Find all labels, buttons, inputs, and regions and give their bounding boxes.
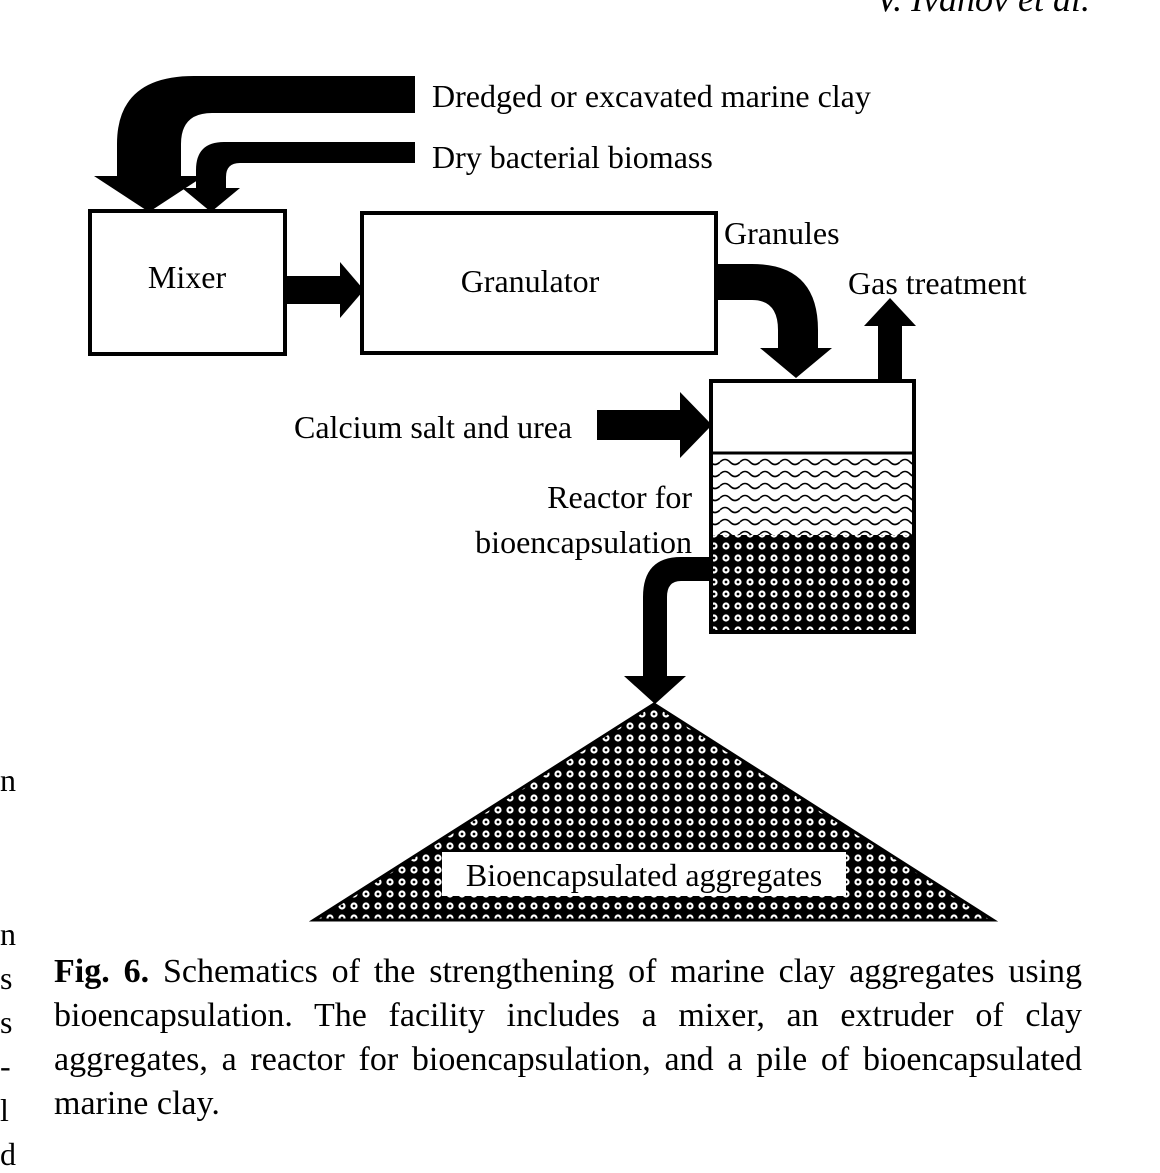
running-head: V. Ivanov et al. bbox=[876, 0, 1090, 20]
granulator-label: Granulator bbox=[461, 263, 600, 299]
calcium-input-label: Calcium salt and urea bbox=[294, 409, 572, 445]
margin-fragment: d bbox=[0, 1136, 16, 1172]
mixer-box bbox=[88, 209, 287, 356]
margin-fragment: n bbox=[0, 762, 16, 798]
pile-label: Bioencapsulated aggregates bbox=[466, 857, 822, 893]
clay-input-arrow bbox=[94, 76, 415, 212]
figure-number: Fig. 6. bbox=[54, 953, 150, 990]
reactor-vessel bbox=[709, 379, 916, 634]
caption-text: Schematics of the strengthening of marin… bbox=[54, 953, 1083, 1122]
calcium-input-arrow bbox=[597, 392, 712, 458]
clay-input-label: Dredged or excavated marine clay bbox=[432, 78, 871, 114]
figure-caption: Fig. 6. Schematics of the strengthening … bbox=[54, 950, 1082, 1126]
margin-fragment: n bbox=[0, 916, 16, 952]
gas-treatment-arrow bbox=[864, 298, 916, 380]
biomass-input-arrow bbox=[182, 142, 415, 212]
biomass-input-label: Dry bacterial biomass bbox=[432, 139, 713, 175]
reactor-label-line1: Reactor for bbox=[547, 479, 692, 515]
margin-fragment: - bbox=[0, 1048, 11, 1084]
margin-fragment: s bbox=[0, 1004, 13, 1040]
granules-label: Granules bbox=[724, 215, 840, 251]
pile-label-background bbox=[442, 852, 846, 896]
mixer-label: Mixer bbox=[148, 259, 227, 295]
granules-arrow bbox=[717, 264, 832, 378]
margin-fragment: s bbox=[0, 960, 13, 996]
process-diagram: Dredged or excavated marine clay Dry bac… bbox=[88, 76, 1027, 922]
gas-treatment-label: Gas treatment bbox=[848, 265, 1027, 301]
reactor-output-arrow bbox=[624, 557, 711, 704]
margin-fragment: l bbox=[0, 1092, 9, 1128]
reactor-label-line2: bioencapsulation bbox=[475, 524, 692, 560]
granulator-box bbox=[360, 211, 718, 355]
mixer-to-granulator-arrow bbox=[287, 262, 364, 318]
